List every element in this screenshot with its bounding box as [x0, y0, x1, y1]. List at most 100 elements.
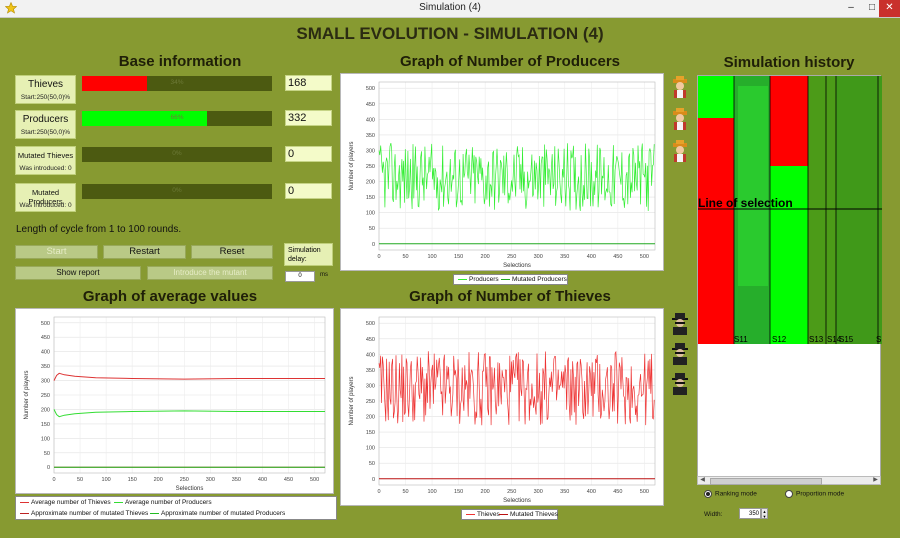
- farmer-avatar-icon: [673, 140, 687, 162]
- thief-avatar-icon: [672, 313, 688, 335]
- y-tick-label: 200: [366, 180, 375, 186]
- history-marker: S: [876, 335, 881, 344]
- y-tick-label: 50: [44, 451, 50, 457]
- producers-progress-bar: 66%: [82, 111, 272, 126]
- history-scrollbar[interactable]: ◀ ▶: [697, 476, 881, 485]
- producers-percent: 66%: [170, 114, 184, 121]
- legend-mutated-producers-label: Mutated Producers: [512, 276, 567, 283]
- x-tick-label: 450: [613, 489, 622, 495]
- y-tick-label: 300: [366, 148, 375, 154]
- x-tick-label: 400: [587, 254, 596, 260]
- spin-up-icon[interactable]: ▲: [762, 509, 767, 514]
- history-marker: S14: [827, 335, 842, 344]
- show-report-button[interactable]: Show report: [15, 266, 141, 280]
- history-marker: S11: [734, 335, 748, 344]
- history-marker: S13: [809, 335, 824, 344]
- y-tick-label: 450: [41, 335, 50, 341]
- thieves-count: 168: [285, 75, 332, 91]
- thieves-chart: 0 50 100 150 200 250 300 350 400 450 500 0 50 100 150 2…: [340, 308, 664, 506]
- legend-mutated-producers-avg-swatch: [150, 512, 159, 514]
- legend-mutated-thieves-avg: Approximate number of mutated Thieves: [20, 510, 148, 517]
- mutated-thieves-introduced-text: Was introduced: 0: [19, 165, 72, 172]
- plot-frame: [53, 316, 326, 474]
- reset-button[interactable]: Reset: [191, 245, 273, 259]
- history-title: Simulation history: [723, 54, 855, 71]
- x-tick-label: 400: [587, 489, 596, 495]
- scroll-right-icon[interactable]: ▶: [873, 477, 878, 483]
- x-tick-label: 500: [310, 477, 319, 483]
- thieves-label: Thieves: [27, 79, 63, 90]
- y-tick-label: 450: [366, 102, 375, 108]
- maximize-button[interactable]: □: [868, 2, 876, 13]
- mutated-producers-count: 0: [285, 183, 332, 199]
- title-bar: Simulation (4) – □ ✕: [0, 0, 900, 18]
- restart-button[interactable]: Restart: [103, 245, 186, 259]
- width-spinner[interactable]: ▲ ▼: [761, 508, 768, 519]
- x-axis-label: Selections: [503, 263, 531, 269]
- spin-down-icon[interactable]: ▼: [762, 514, 767, 519]
- legend-avg-producers: Average number of Producers: [114, 499, 212, 506]
- mutated-producers-label: Mutated Producers: [28, 188, 63, 206]
- y-tick-label: 500: [366, 321, 375, 327]
- mutated-thieves-count: 0: [285, 146, 332, 162]
- legend-producers: Producers: [458, 276, 499, 283]
- minimize-button[interactable]: –: [848, 2, 854, 13]
- proportion-mode-radio[interactable]: Proportion mode: [785, 490, 844, 498]
- y-tick-label: 50: [369, 226, 375, 232]
- mutated-thieves-percent: 0%: [172, 150, 182, 157]
- x-axis-label: Selections: [503, 498, 531, 504]
- average-legend: Average number of Thieves Average number…: [15, 496, 337, 520]
- x-tick-label: 50: [77, 477, 83, 483]
- y-tick-label: 400: [366, 352, 375, 358]
- y-tick-label: 0: [372, 477, 375, 483]
- scroll-thumb[interactable]: [710, 478, 822, 485]
- x-tick-label: 450: [284, 477, 293, 483]
- average-graph-title: Graph of average values: [82, 288, 258, 305]
- line-of-selection-label: Line of selection: [698, 196, 793, 210]
- scroll-left-icon[interactable]: ◀: [700, 477, 705, 483]
- y-tick-label: 200: [41, 407, 50, 413]
- delay-unit: ms: [320, 272, 328, 278]
- mutated-thieves-progress-bar: 0%: [82, 147, 272, 162]
- x-tick-label: 0: [377, 254, 380, 260]
- y-tick-label: 100: [366, 211, 375, 217]
- y-tick-label: 350: [366, 368, 375, 374]
- x-tick-label: 200: [481, 254, 490, 260]
- legend-mutated-thieves-avg-label: Approximate number of mutated Thieves: [31, 510, 149, 517]
- y-tick-label: 150: [366, 195, 375, 201]
- x-tick-label: 150: [128, 477, 137, 483]
- x-tick-label: 100: [427, 489, 436, 495]
- x-tick-label: 150: [454, 489, 463, 495]
- simulation-delay-input[interactable]: 0: [285, 271, 315, 282]
- radio-unselected-icon: [785, 490, 793, 498]
- x-tick-label: 300: [534, 254, 543, 260]
- x-tick-label: 0: [377, 489, 380, 495]
- ranking-mode-label: Ranking mode: [715, 490, 757, 498]
- y-tick-label: 100: [41, 436, 50, 442]
- x-tick-label: 400: [258, 477, 267, 483]
- width-input[interactable]: 350: [739, 508, 761, 519]
- thieves-progress-bar: 34%: [82, 76, 272, 91]
- y-tick-label: 150: [41, 422, 50, 428]
- history-marker: S15: [839, 335, 854, 344]
- average-chart: 0 50 100 150 200 250 300 350 400 450 500 0 50 100 150 2…: [15, 308, 334, 494]
- ranking-mode-radio[interactable]: Ranking mode: [704, 490, 757, 498]
- y-tick-label: 400: [366, 117, 375, 123]
- history-marker: S12: [772, 335, 787, 344]
- y-tick-label: 200: [366, 415, 375, 421]
- thieves-label-box: Thieves Start:250(50,0)%: [15, 75, 76, 104]
- history-visualization: S11 S12 S13 S14 S15 S: [698, 76, 882, 344]
- producers-count: 332: [285, 110, 332, 126]
- legend-avg-producers-swatch: [114, 501, 123, 503]
- start-button[interactable]: Start: [15, 245, 98, 259]
- legend-mutated-thieves-avg-swatch: [20, 512, 29, 514]
- close-button[interactable]: ✕: [879, 0, 900, 17]
- x-tick-label: 500: [640, 489, 649, 495]
- y-tick-label: 450: [366, 337, 375, 343]
- introduce-mutant-button[interactable]: Introduce the mutant: [147, 266, 273, 280]
- plot-frame: [378, 316, 656, 486]
- legend-mutated-thieves-label: Mutated Thieves: [510, 511, 558, 518]
- legend-avg-thieves-label: Average number of Thieves: [31, 499, 111, 506]
- farmer-avatar-icon: [673, 108, 687, 130]
- producers-legend: Producers Mutated Producers: [453, 274, 568, 285]
